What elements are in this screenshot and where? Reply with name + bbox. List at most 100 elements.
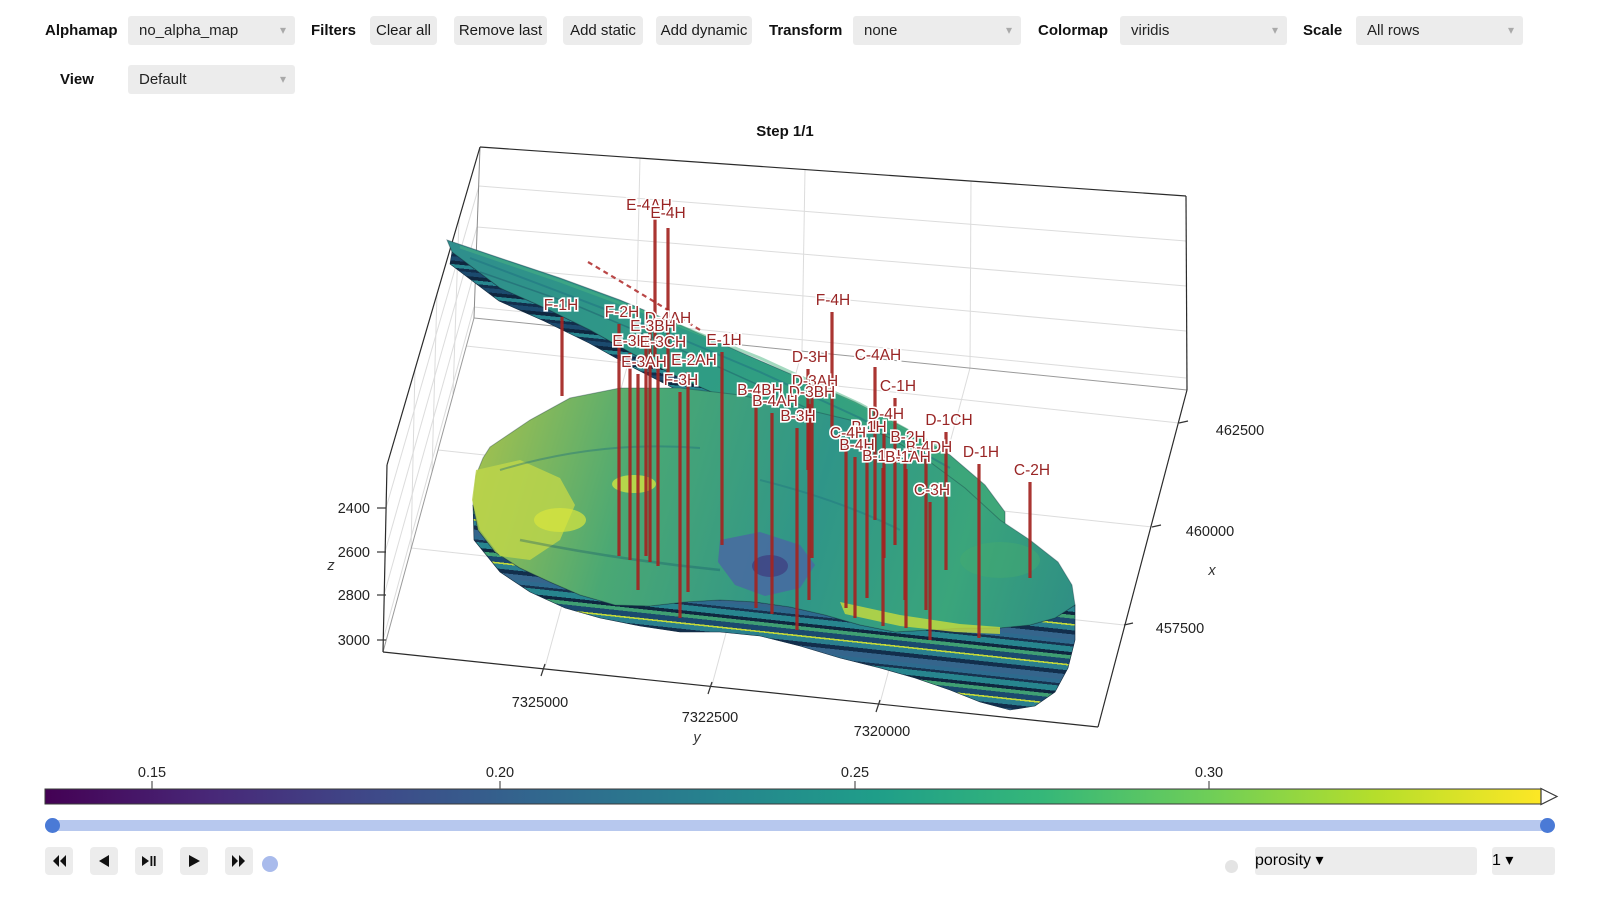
well-label: F-1H: [544, 297, 578, 314]
scale-select[interactable]: All rows ▾: [1356, 16, 1523, 45]
alphamap-label: Alphamap: [45, 22, 118, 39]
well-label: E-3CH: [640, 334, 687, 351]
well-label: D-1H: [963, 444, 999, 461]
well-label: D-1CH: [925, 412, 972, 429]
view-value: Default: [139, 71, 187, 88]
x-axis-label: x: [1207, 563, 1216, 579]
colorbar-arrow-icon: [1540, 787, 1559, 806]
well-label: C-4AH: [855, 347, 902, 364]
well-label: E-4H: [650, 205, 685, 222]
z-axis-label: z: [326, 558, 335, 574]
z-tick-label: 2400: [338, 501, 370, 517]
alphamap-select[interactable]: no_alpha_map ▾: [128, 16, 295, 45]
play-icon: [189, 855, 200, 867]
chevron-down-icon: ▾: [1505, 852, 1514, 869]
colorbar-gradient: [44, 788, 1542, 805]
well-label: D-4H: [868, 406, 904, 423]
y-axis-label: y: [692, 730, 701, 746]
rewind-button[interactable]: [45, 847, 73, 875]
well-label: C-1H: [880, 378, 916, 395]
playback-indicator-dot: [262, 856, 278, 872]
axis-ticks-layer: 2400 2600 2800 3000 7325000 7322500 7320000 462…: [326, 420, 1264, 746]
well-label: B-2H: [890, 429, 925, 446]
y-tick-label: 7322500: [682, 710, 738, 726]
y-tick-label: 7320000: [854, 724, 910, 740]
step-value: 1: [1492, 852, 1501, 869]
well-label: D-4AH: [645, 310, 692, 327]
transform-select[interactable]: none ▾: [853, 16, 1021, 45]
well-label: C-3H: [914, 482, 950, 499]
well-label: C-4H: [830, 425, 866, 442]
rewind-icon: [53, 855, 66, 867]
chevron-down-icon: ▾: [1271, 23, 1278, 37]
well-label: E-4AH: [626, 197, 672, 214]
property-select[interactable]: porosity ▾: [1255, 847, 1477, 875]
well-label: E-1H: [706, 332, 741, 349]
step-back-button[interactable]: [90, 847, 118, 875]
play-pause-icon: [142, 856, 156, 866]
well-label: B-4AH: [752, 393, 798, 410]
range-slider-handle-right[interactable]: [1540, 818, 1555, 833]
well-label: D-3AH: [792, 373, 839, 390]
remove-last-button[interactable]: Remove last: [454, 16, 547, 45]
filters-label: Filters: [311, 22, 357, 39]
y-tick-label: 7325000: [512, 695, 568, 711]
add-static-button[interactable]: Add static: [563, 16, 643, 45]
z-tick-label: 2600: [338, 545, 370, 561]
add-dynamic-button[interactable]: Add dynamic: [656, 16, 752, 45]
well-label: B-4BH: [737, 382, 783, 399]
well-label: E-3AH: [621, 354, 667, 371]
range-slider-track[interactable]: [45, 820, 1553, 831]
property-value: porosity: [1255, 852, 1312, 869]
plot-3d[interactable]: Step 1/1: [0, 100, 1600, 750]
transform-label: Transform: [769, 22, 843, 39]
well-label: B-3H: [780, 408, 815, 425]
colormap-label: Colormap: [1038, 22, 1109, 39]
well-label: F-4H: [816, 292, 850, 309]
x-tick-mark: [1178, 420, 1189, 424]
scale-label: Scale: [1303, 22, 1343, 39]
x-tick-mark: [1123, 622, 1134, 626]
step-select[interactable]: 1 ▾: [1492, 847, 1555, 875]
z-tick-label: 3000: [338, 633, 370, 649]
x-tick-mark: [1151, 524, 1162, 528]
colormap-select[interactable]: viridis ▾: [1120, 16, 1287, 45]
colorbar: 0.15 0.20 0.25 0.30: [44, 765, 1559, 806]
plot-title: Step 1/1: [756, 123, 814, 140]
colorbar-tick-label: 0.25: [841, 765, 869, 781]
well-label: F-3H: [664, 372, 698, 389]
transform-value: none: [864, 22, 898, 39]
range-slider-handle-left[interactable]: [45, 818, 60, 833]
x-tick-label: 457500: [1156, 621, 1204, 637]
alphamap-value: no_alpha_map: [139, 22, 239, 39]
well-label: E-3BH: [630, 318, 676, 335]
well-label: B-4DH: [906, 439, 953, 456]
play-pause-button[interactable]: [135, 847, 163, 875]
well-label: B-1AH: [885, 449, 931, 466]
colorbar-tick-label: 0.20: [486, 765, 514, 781]
well-label: E-2AH: [671, 352, 717, 369]
y-tick-mark: [875, 699, 881, 713]
x-tick-label: 462500: [1216, 423, 1264, 439]
fast-forward-button[interactable]: [225, 847, 253, 875]
view-select[interactable]: Default ▾: [128, 65, 295, 94]
well-label: B-1BH: [862, 448, 908, 465]
chevron-down-icon: ▾: [1507, 23, 1514, 37]
step-back-icon: [99, 855, 109, 867]
well-label: C-2H: [1014, 462, 1050, 479]
z-tick-label: 2800: [338, 588, 370, 604]
colorbar-tick-label: 0.15: [138, 765, 166, 781]
scale-value: All rows: [1367, 22, 1420, 39]
well-label: D-3BH: [789, 384, 836, 401]
fast-forward-icon: [232, 855, 245, 867]
view-label: View: [60, 71, 94, 88]
well-sticks-layer: [560, 218, 1032, 640]
chevron-down-icon: ▾: [279, 23, 286, 37]
clear-all-button[interactable]: Clear all: [370, 16, 437, 45]
y-tick-mark: [707, 681, 713, 695]
play-button[interactable]: [180, 847, 208, 875]
x-tick-label: 460000: [1186, 524, 1234, 540]
chevron-down-icon: ▾: [279, 72, 286, 86]
chevron-down-icon: ▾: [1315, 852, 1324, 869]
